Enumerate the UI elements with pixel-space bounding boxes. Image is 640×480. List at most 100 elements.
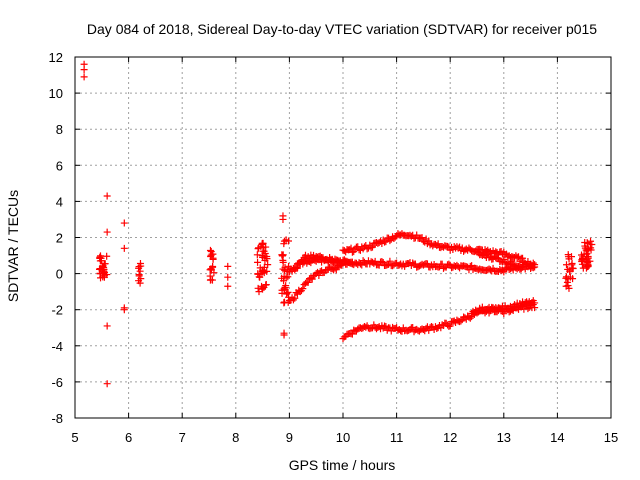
axis-ticks: 5 6 7 8 9 10 11 12 13 14 15 -8 -6 -4 -2 0 2 4 6 8 10 12 (49, 50, 619, 445)
data-point (434, 240, 442, 248)
data-point (103, 322, 111, 330)
data-point (224, 262, 232, 270)
data-point (103, 192, 111, 200)
y-tick-label: -8 (51, 411, 63, 426)
data-point (282, 282, 290, 290)
data-point (258, 239, 266, 247)
data-point (299, 285, 307, 293)
data-point (586, 257, 594, 265)
data-point (262, 243, 270, 251)
data-point (96, 253, 104, 261)
data-point (304, 278, 312, 286)
data-point (565, 255, 573, 263)
data-point (258, 284, 266, 292)
y-tick-label: -2 (51, 303, 63, 318)
chart-title: Day 084 of 2018, Sidereal Day-to-day VTE… (87, 21, 597, 37)
y-tick-label: 4 (56, 194, 63, 209)
x-tick-label: 5 (71, 430, 78, 445)
data-point (224, 282, 232, 290)
data-point (520, 260, 528, 268)
data-point (444, 242, 452, 250)
x-tick-label: 10 (336, 430, 350, 445)
y-tick-label: 6 (56, 158, 63, 173)
data-point (563, 261, 570, 269)
data-point (278, 252, 286, 260)
data-point (80, 66, 88, 74)
data-point (280, 329, 288, 337)
data-point (263, 252, 271, 260)
data-point (224, 273, 232, 281)
data-point (446, 322, 454, 330)
data-point (368, 243, 376, 251)
data-point (466, 314, 474, 322)
data-point (103, 228, 111, 236)
data-point (584, 253, 592, 261)
x-tick-label: 8 (232, 430, 239, 445)
data-point (254, 270, 262, 278)
data-point (206, 246, 214, 254)
data-point (293, 264, 301, 272)
data-point (209, 262, 217, 270)
y-tick-label: 2 (56, 231, 63, 246)
data-point (210, 269, 218, 277)
data-point (587, 246, 595, 254)
x-tick-label: 9 (286, 430, 293, 445)
y-tick-label: 12 (49, 50, 63, 65)
data-point (207, 251, 215, 259)
x-tick-label: 12 (443, 430, 457, 445)
data-point (282, 236, 290, 244)
data-point (378, 258, 386, 266)
data-point (259, 253, 267, 261)
data-point (254, 258, 262, 266)
data-point (348, 260, 356, 268)
data-point (519, 254, 527, 262)
data-point (255, 273, 263, 281)
data-point (326, 253, 334, 261)
data-point (279, 258, 287, 266)
data-point (278, 286, 286, 294)
data-point (508, 257, 516, 265)
data-point (120, 219, 128, 227)
data-point (315, 271, 323, 279)
data-point (284, 273, 292, 281)
data-point (280, 277, 288, 285)
x-tick-label: 7 (179, 430, 186, 445)
data-point (120, 306, 128, 314)
data-point (136, 279, 144, 287)
data-point (386, 257, 394, 265)
data-point (103, 380, 111, 388)
data-point (563, 278, 571, 286)
data-point (531, 261, 539, 269)
data-point (531, 304, 539, 312)
data-point (418, 234, 426, 242)
y-tick-label: 10 (49, 86, 63, 101)
data-point (289, 296, 297, 304)
data-point (581, 244, 589, 252)
data-point (493, 254, 501, 262)
data-point (565, 284, 573, 292)
data-point (457, 317, 465, 325)
grid (75, 57, 611, 418)
data-point (97, 254, 105, 262)
data-point (259, 266, 267, 274)
data-point (103, 252, 111, 260)
data-point (500, 255, 508, 263)
data-point (529, 259, 537, 267)
data-point (99, 273, 107, 281)
data-point (135, 272, 143, 280)
data-point (568, 264, 576, 272)
y-tick-label: -4 (51, 339, 63, 354)
data-point (281, 263, 289, 271)
x-tick-label: 14 (550, 430, 564, 445)
data-point (80, 73, 88, 81)
data-point (120, 244, 128, 252)
data-point (96, 265, 104, 273)
y-tick-label: 8 (56, 122, 63, 137)
y-tick-label: 0 (56, 267, 63, 282)
data-point (562, 274, 570, 282)
data-point (386, 237, 394, 245)
data-point (255, 244, 263, 252)
data-point (569, 275, 577, 283)
data-point (529, 301, 537, 309)
